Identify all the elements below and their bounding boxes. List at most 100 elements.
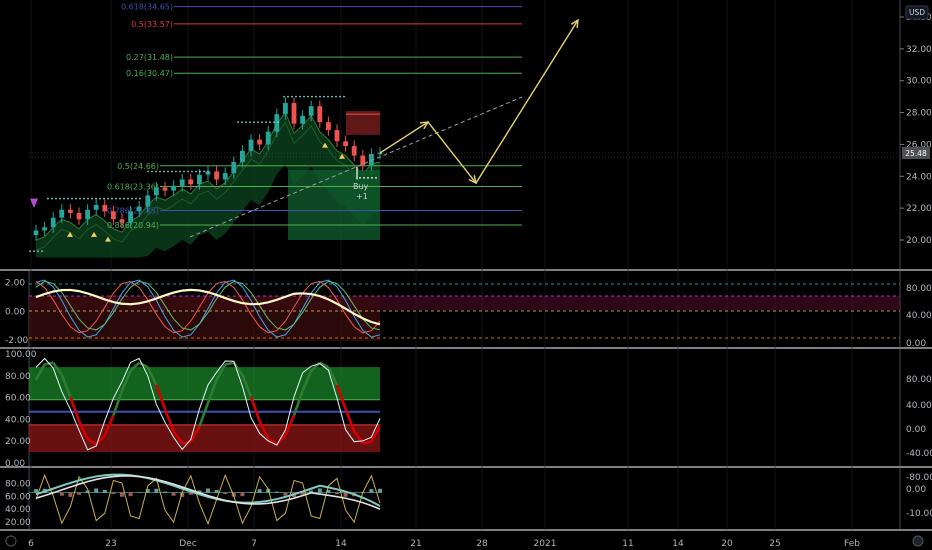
mom-histogram-bar: [85, 490, 90, 493]
time-axis: 6 23 Dec 7 14 21 28 2021 11 14 20 25 Feb: [28, 539, 860, 549]
stoch-smooth-seg: [206, 379, 218, 404]
candle-body: [188, 179, 194, 185]
stop-dot: [155, 170, 157, 173]
stoch-smooth-seg: [172, 430, 184, 445]
stop-dot: [331, 95, 333, 98]
stoch-smooth-seg: [129, 361, 141, 372]
candle-body: [111, 211, 116, 220]
mom-histogram-bar: [68, 492, 73, 497]
candle-body: [317, 106, 323, 123]
buy-count-label: +1: [356, 192, 368, 201]
stoch-smooth-seg: [120, 370, 132, 392]
signal-markers: [67, 142, 358, 242]
stop-dot: [277, 121, 279, 124]
fib-label: 0.886(20.94): [107, 221, 159, 230]
time-tick-label: Feb: [844, 539, 860, 549]
stoch-smooth-seg: [69, 396, 81, 422]
stop-dot: [163, 170, 165, 173]
oscillator-panel: [29, 279, 900, 341]
stop-dot: [75, 197, 77, 200]
stoch-smooth-seg: [103, 414, 115, 436]
stoch-smooth-seg: [60, 374, 72, 398]
supertrend-ribbon: [35, 110, 381, 258]
stop-dot: [303, 95, 305, 98]
candle-body: [343, 141, 348, 147]
bull-cloud-block: [288, 170, 380, 240]
mom-histogram-bar: [188, 492, 193, 495]
stoch-smooth-seg: [258, 420, 270, 440]
right-tick-label: 40.00: [906, 311, 932, 321]
left-tick-label: 0.00: [5, 459, 25, 469]
left-tick-label: 20.00: [5, 518, 31, 528]
stop-dot: [199, 170, 201, 173]
stop-dot: [67, 197, 69, 200]
mom-teal: [35, 473, 381, 507]
mom-histogram-bar: [274, 491, 279, 493]
stoch-smooth-seg: [267, 437, 278, 446]
mom-histogram-bar: [102, 489, 107, 493]
left-tick-label: 60.00: [5, 394, 31, 404]
stop-dot: [295, 95, 297, 98]
oscillator-axis: 2.00 0.00 -2.00 80.00 40.00 0.00: [5, 279, 932, 349]
candle-body: [231, 161, 237, 174]
time-tick-label: 23: [105, 539, 116, 549]
stop-dot: [319, 95, 321, 98]
auto-scale-icon: [912, 535, 924, 547]
stop-dot: [315, 95, 317, 98]
stoch-smooth-seg: [335, 384, 347, 410]
stop-dot: [103, 197, 105, 200]
stop-dot: [307, 95, 309, 98]
osc-main: [35, 288, 381, 326]
time-tick-label: Dec: [179, 539, 196, 549]
signal-triangle: [105, 236, 111, 242]
mom-histogram-bar: [343, 492, 348, 497]
stoch-fast: [35, 357, 381, 451]
stop-dot: [167, 170, 169, 173]
stoch-smooth-seg: [241, 374, 253, 398]
stoch-smooth-seg: [370, 425, 382, 443]
mom-histogram-bar: [77, 492, 81, 495]
stop-dot: [33, 250, 35, 253]
candle-body: [274, 114, 280, 132]
stop-dot: [299, 95, 301, 98]
stop-dot: [195, 170, 197, 173]
candle-body: [85, 209, 90, 220]
candle-body: [68, 209, 73, 213]
mom-histogram-bar: [163, 491, 167, 493]
projection-path: [379, 19, 579, 185]
stop-dot: [327, 95, 329, 98]
left-tick-label: 80.00: [5, 372, 31, 382]
mom-histogram-bar: [309, 490, 314, 493]
osc-green: [35, 280, 381, 331]
mom-histogram-bar: [249, 492, 253, 493]
stop-dot: [63, 197, 65, 200]
mom-histogram-bar: [128, 492, 133, 497]
stop-dot: [311, 95, 313, 98]
stop-dot: [245, 121, 247, 124]
time-tick-label: 21: [410, 539, 421, 549]
time-tick-label: 7: [251, 539, 257, 549]
stop-dot: [139, 197, 141, 200]
mom-histogram-bar: [369, 489, 374, 493]
mom-histogram-bar: [111, 492, 116, 495]
time-tick-label: 2021: [534, 539, 557, 549]
stop-dot: [79, 197, 81, 200]
stop-dot: [131, 197, 133, 200]
candle-body: [326, 122, 331, 131]
stop-dot: [171, 170, 173, 173]
stop-dot: [71, 197, 73, 200]
mom-histogram-bar: [154, 488, 159, 493]
candle-body: [360, 155, 366, 166]
mom-yellow: [35, 473, 381, 526]
left-tick-label: 80.00: [5, 480, 31, 490]
stoch-smooth-seg: [249, 396, 261, 422]
candle-body: [265, 131, 271, 145]
stop-dot: [159, 170, 161, 173]
stop-dot: [291, 95, 293, 98]
candle-body: [334, 130, 340, 142]
mom-histogram-bar: [300, 492, 305, 495]
stop-dot: [99, 197, 101, 200]
candle-body: [214, 171, 219, 180]
candle-body: [33, 230, 39, 236]
